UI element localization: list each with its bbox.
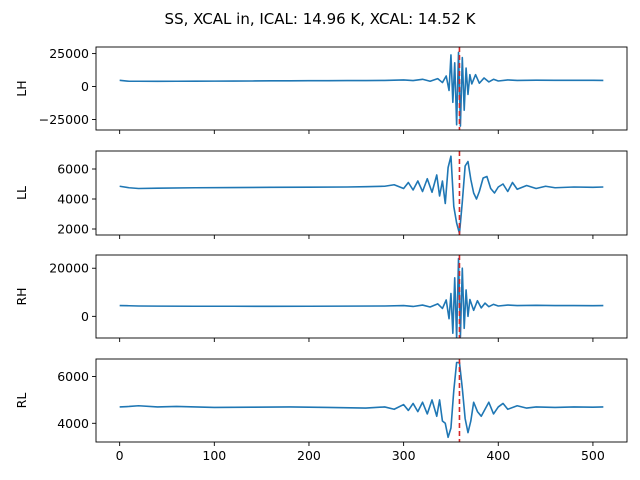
ytick-label-1-1: 0: [81, 79, 89, 94]
subplot-3: 0 20000 RH: [14, 254, 628, 342]
ytick-label-2-1: 4000: [57, 192, 89, 207]
series-line-1: [119, 51, 604, 127]
series-line-4: [119, 361, 604, 439]
ytick-label-2-2: 6000: [57, 162, 89, 177]
xtick-label-0: 0: [116, 448, 124, 463]
ytick-label-1-0: −25000: [39, 112, 89, 127]
figure-title: SS, XCAL in, ICAL: 14.96 K, XCAL: 14.52 …: [165, 10, 477, 28]
subplot-4: 4000 6000 RL 0 100 200 300 400 500: [14, 358, 628, 463]
ylabel-4: RL: [14, 393, 29, 409]
ytick-label-4-0: 4000: [57, 416, 89, 431]
ytick-label-3-1: 20000: [49, 261, 89, 276]
axes-layer: −25000025000LH200040006000LL020000RH4000…: [14, 46, 628, 463]
ytick-label-4-1: 6000: [57, 369, 89, 384]
ytick-label-3-0: 0: [81, 309, 89, 324]
axes-frame-3: [95, 254, 628, 339]
xtick-label-5: 500: [581, 448, 605, 463]
xtick-label-3: 300: [392, 448, 416, 463]
ylabel-2: LL: [14, 186, 29, 200]
series-line-2: [119, 155, 604, 235]
subplot-1: −25000 0 25000 LH: [14, 46, 628, 134]
ytick-label-1-2: 25000: [49, 46, 89, 61]
axes-frame-2: [95, 150, 628, 236]
ylabel-3: RH: [14, 287, 29, 305]
ytick-label-2-0: 2000: [57, 222, 89, 237]
subplot-2: 2000 4000 6000 LL: [14, 150, 628, 239]
xtick-label-2: 200: [297, 448, 321, 463]
axes-frame-4: [95, 358, 628, 443]
ylabel-1: LH: [14, 80, 29, 96]
series-line-3: [119, 257, 604, 338]
axes-frame-1: [95, 46, 628, 131]
xtick-label-4: 400: [486, 448, 510, 463]
xtick-label-1: 100: [202, 448, 226, 463]
